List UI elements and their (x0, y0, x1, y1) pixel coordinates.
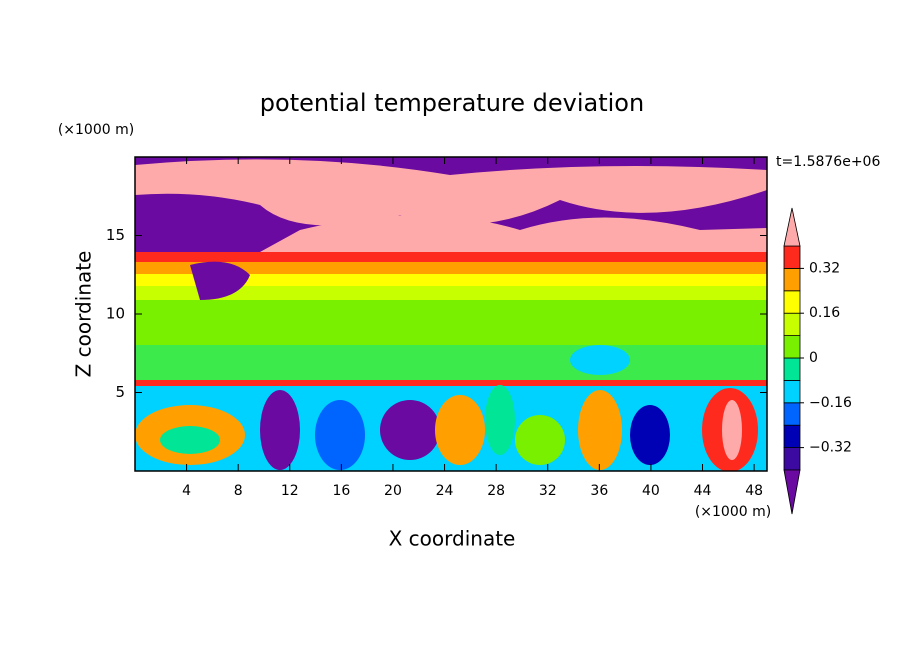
x-tick-label: 36 (590, 483, 608, 499)
colorbar-box (783, 379, 801, 404)
colorbar-tick-label: 0.16 (809, 305, 840, 321)
x-tick-label: 4 (182, 483, 191, 499)
colorbar-under (783, 469, 801, 515)
colorbar-box (783, 447, 801, 471)
colorbar-box (783, 335, 801, 359)
colorbar-tick-label: 0 (809, 350, 818, 366)
y-tick-label: 15 (106, 226, 125, 244)
colorbar-tick-label: 0.32 (809, 260, 840, 276)
colorbar-box (783, 357, 801, 381)
x-tick-label: 16 (332, 483, 350, 499)
colorbar-box (783, 424, 801, 449)
chart-title: potential temperature deviation (260, 89, 644, 117)
x-tick-label: 32 (539, 483, 557, 499)
x-tick-label: 40 (642, 483, 660, 499)
annotation: t=1.5876e+06 (776, 154, 880, 170)
colorbar-box (783, 245, 801, 269)
y-tick-label: 5 (115, 383, 125, 401)
y-unit: (×1000 m) (58, 122, 134, 138)
y-axis-label: Z coordinate (72, 251, 96, 378)
colorbar-box (783, 402, 801, 426)
colorbar-tick-label: −0.32 (809, 440, 852, 456)
x-tick-label: 28 (487, 483, 505, 499)
colorbar-box (783, 267, 801, 292)
x-tick-label: 24 (436, 483, 454, 499)
x-tick-label: 8 (234, 483, 243, 499)
x-tick-label: 44 (694, 483, 712, 499)
colorbar-over (783, 207, 801, 247)
x-tick-label: 48 (745, 483, 763, 499)
colorbar-box (783, 312, 801, 337)
contour-field (135, 157, 767, 471)
x-tick-label: 12 (281, 483, 299, 499)
colorbar-tick-label: −0.16 (809, 395, 852, 411)
x-unit: (×1000 m) (695, 504, 771, 520)
x-axis-label: X coordinate (389, 527, 516, 551)
x-tick-label: 20 (384, 483, 402, 499)
colorbar-box (783, 290, 801, 314)
y-tick-label: 10 (106, 305, 125, 323)
